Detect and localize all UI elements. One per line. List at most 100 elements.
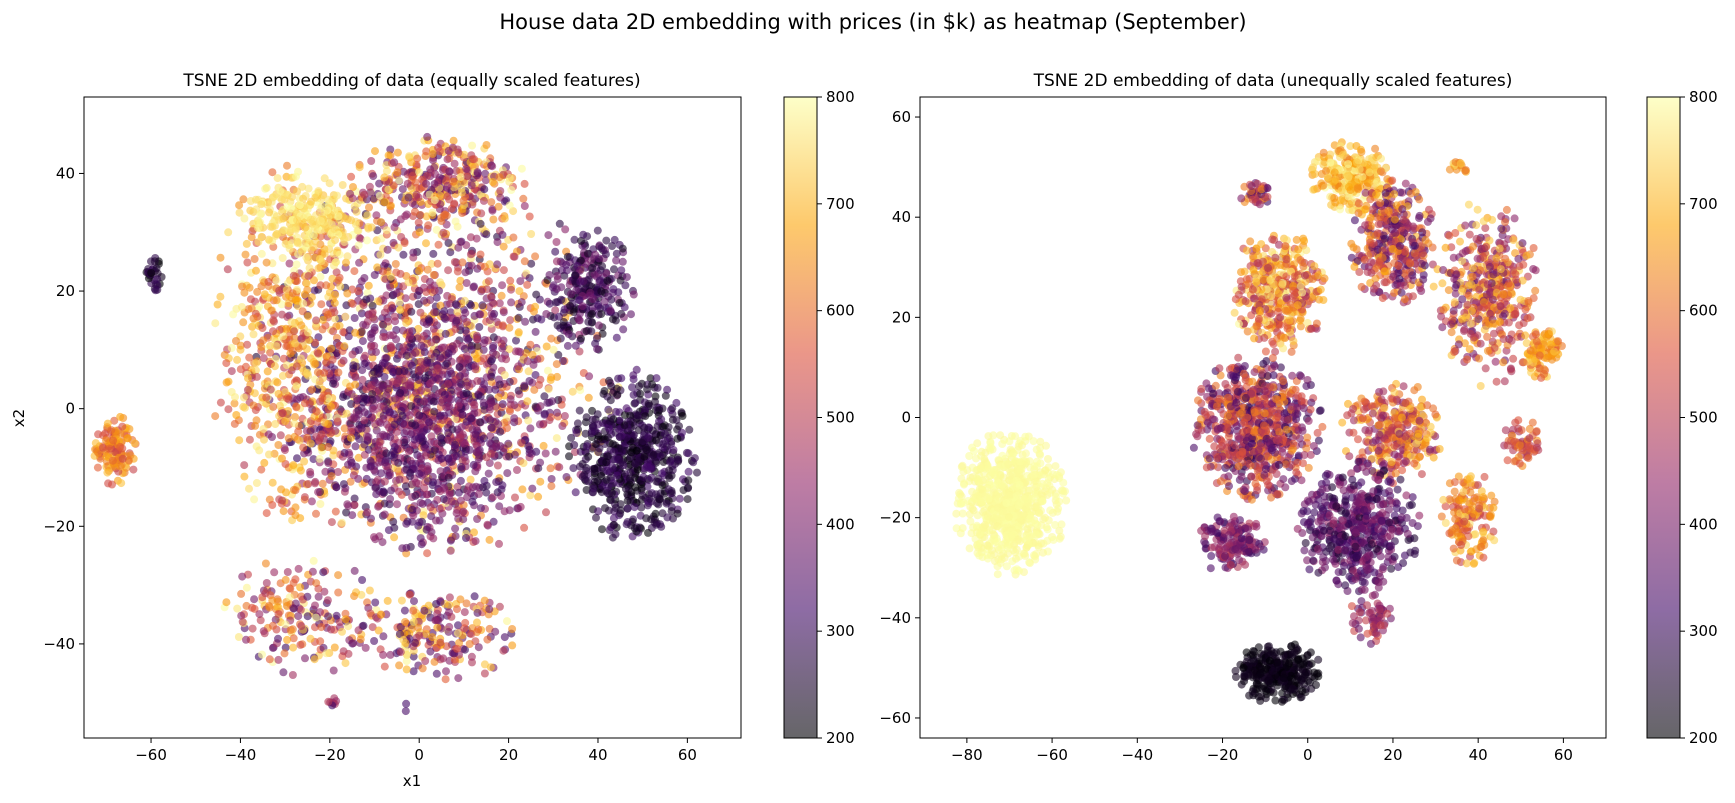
- scatter-point: [395, 630, 404, 638]
- scatter-point: [380, 477, 389, 486]
- scatter-point: [287, 204, 295, 213]
- scatter-point: [494, 420, 503, 429]
- scatter-point: [621, 484, 630, 493]
- scatter-point: [638, 491, 647, 500]
- scatter-point: [487, 396, 496, 405]
- scatter-point: [503, 617, 511, 626]
- scatter-point: [470, 400, 479, 409]
- scatter-point: [456, 173, 465, 182]
- scatter-point: [109, 436, 118, 445]
- scatter-point: [500, 214, 509, 223]
- scatter-point: [527, 259, 536, 268]
- scatter-point: [451, 441, 460, 449]
- scatter-point: [623, 518, 632, 526]
- scatter-point: [396, 648, 405, 657]
- scatter-point: [238, 617, 247, 626]
- scatter-point: [216, 398, 225, 407]
- scatter-point: [410, 597, 418, 606]
- scatter-point: [351, 373, 360, 382]
- scatter-point: [303, 592, 312, 601]
- scatter-point: [420, 283, 428, 292]
- scatter-point: [668, 404, 677, 413]
- scatter-point: [474, 447, 483, 456]
- scatter-point: [611, 504, 620, 512]
- scatter-point: [523, 280, 532, 289]
- scatter-point: [360, 416, 369, 425]
- scatter-point: [394, 375, 403, 384]
- scatter-point: [491, 627, 500, 636]
- scatter-point: [234, 633, 243, 641]
- scatter-point: [598, 329, 607, 338]
- scatter-point: [436, 638, 445, 647]
- scatter-point: [323, 310, 332, 319]
- scatter-point: [274, 655, 283, 664]
- scatter-point: [372, 426, 381, 435]
- scatter-point: [667, 489, 676, 498]
- scatter-point: [332, 483, 341, 492]
- scatter-point: [456, 595, 465, 604]
- scatter-point: [592, 513, 600, 522]
- scatter-point: [379, 632, 388, 641]
- right-plot-title: TSNE 2D embedding of data (unequally sca…: [1033, 71, 1513, 91]
- scatter-point: [94, 430, 103, 439]
- colorbar-tick-label: 700: [826, 195, 855, 213]
- scatter-point: [409, 248, 418, 257]
- scatter-point: [460, 296, 469, 305]
- scatter-point: [406, 472, 414, 481]
- scatter-point: [371, 598, 380, 607]
- scatter-point: [456, 476, 465, 485]
- scatter-point: [413, 154, 422, 163]
- scatter-point: [645, 494, 654, 503]
- scatter-point: [300, 449, 309, 458]
- scatter-point: [266, 385, 275, 394]
- scatter-point: [413, 291, 422, 300]
- scatter-point: [370, 637, 379, 645]
- scatter-point: [637, 484, 646, 493]
- scatter-point: [344, 332, 353, 341]
- scatter-point: [390, 533, 399, 542]
- scatter-point: [534, 464, 543, 473]
- scatter-point: [379, 488, 388, 497]
- scatter-point: [418, 664, 427, 673]
- scatter-point: [403, 517, 412, 526]
- scatter-point: [327, 344, 336, 353]
- scatter-point: [316, 500, 325, 508]
- scatter-point: [272, 276, 281, 285]
- scatter-point: [275, 286, 284, 295]
- scatter-point: [565, 452, 573, 461]
- scatter-point: [412, 478, 421, 487]
- scatter-point: [381, 458, 390, 467]
- scatter-point: [441, 315, 450, 324]
- scatter-point: [368, 395, 377, 404]
- scatter-point: [551, 247, 560, 256]
- scatter-point: [316, 232, 325, 241]
- scatter-point: [577, 334, 585, 343]
- scatter-point: [341, 312, 350, 321]
- scatter-point: [576, 386, 585, 395]
- scatter-point: [123, 434, 132, 443]
- scatter-point: [328, 274, 337, 283]
- scatter-point: [432, 669, 441, 678]
- scatter-point: [283, 635, 292, 644]
- scatter-point: [227, 367, 236, 376]
- scatter-point: [153, 275, 162, 284]
- scatter-point: [300, 493, 309, 502]
- scatter-point: [446, 367, 455, 376]
- scatter-point: [512, 336, 520, 345]
- scatter-point: [524, 416, 533, 425]
- scatter-point: [669, 446, 678, 454]
- scatter-point: [400, 438, 409, 447]
- scatter-point: [524, 442, 533, 451]
- scatter-point: [344, 502, 353, 511]
- scatter-point: [262, 579, 271, 587]
- scatter-point: [423, 132, 432, 141]
- scatter-point: [401, 618, 410, 626]
- scatter-point: [363, 508, 372, 517]
- scatter-point: [462, 381, 471, 390]
- scatter-point: [485, 605, 494, 614]
- scatter-point: [422, 147, 431, 156]
- scatter-point: [593, 226, 602, 235]
- scatter-point: [620, 421, 629, 430]
- scatter-point: [486, 416, 495, 425]
